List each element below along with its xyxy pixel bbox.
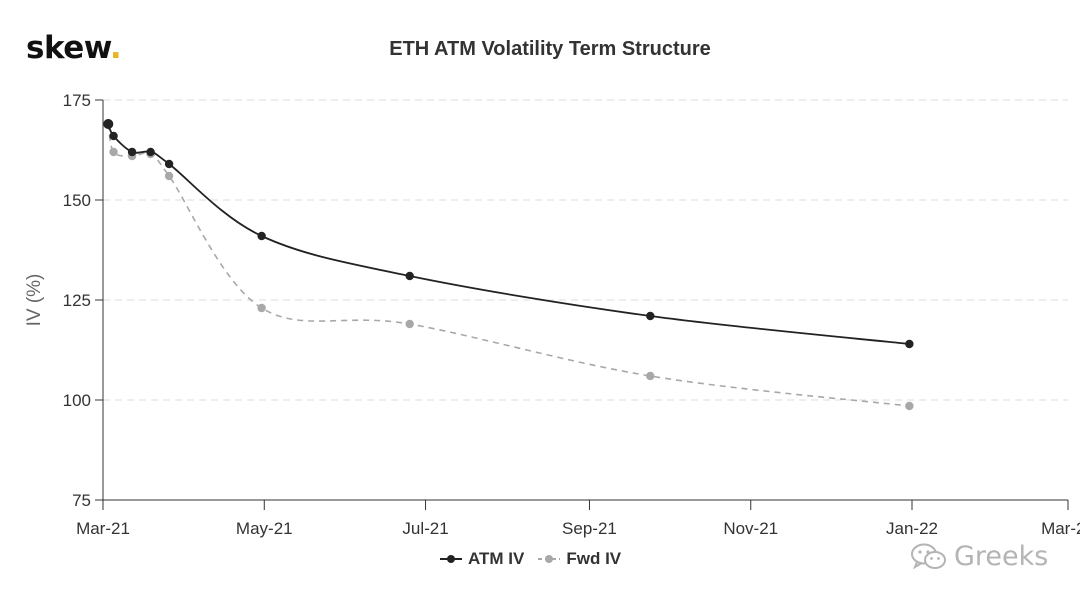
x-tick-label-May-21: May-21 — [236, 519, 293, 538]
legend-label-fwd-iv: Fwd IV — [566, 549, 622, 568]
y-tick-label-175: 175 — [63, 91, 91, 110]
point-atm-iv-1 — [109, 131, 118, 141]
chart-title: ETH ATM Volatility Term Structure — [389, 38, 711, 60]
point-fwd-iv-8 — [905, 401, 914, 411]
y-axis-label: IV (%) — [24, 274, 45, 327]
point-atm-iv-5 — [257, 231, 266, 241]
x-tick-label-Jan-22: Jan-22 — [886, 519, 938, 538]
y-tick-label-75: 75 — [72, 491, 91, 510]
y-tick-label-100: 100 — [63, 391, 91, 410]
point-fwd-iv-5 — [257, 303, 266, 313]
point-fwd-iv-1 — [109, 147, 118, 157]
x-tick-label-Jul-21: Jul-21 — [402, 519, 448, 538]
brand-name: skew — [26, 30, 110, 66]
point-atm-iv-3 — [146, 147, 155, 157]
point-atm-iv-0 — [103, 119, 114, 129]
point-fwd-iv-7 — [646, 371, 655, 381]
gridlines — [103, 99, 1068, 401]
point-atm-iv-8 — [905, 339, 914, 349]
series-line-fwd-iv — [107, 123, 910, 407]
legend-item-fwd-iv[interactable]: Fwd IV — [538, 549, 621, 569]
legend-label-atm-iv: ATM IV — [468, 549, 525, 568]
legend: ATM IV Fwd IV — [440, 549, 621, 569]
x-tick-label-Mar-22: Mar-22 — [1041, 519, 1080, 538]
point-atm-iv-7 — [646, 311, 655, 321]
point-atm-iv-4 — [164, 159, 174, 169]
point-fwd-iv-4 — [164, 171, 174, 181]
point-atm-iv-2 — [127, 147, 137, 157]
brand-logo: skew. — [26, 30, 122, 66]
axes: 75 100 125 150 175 Mar-21 May-21 Jul-21 Sep-21 No… — [24, 91, 1080, 538]
y-tick-label-125: 125 — [63, 291, 91, 310]
point-fwd-iv-6 — [405, 319, 414, 329]
point-atm-iv-6 — [405, 271, 414, 281]
legend-swatch-atm-iv — [440, 555, 462, 563]
brand-logo-dot: . — [109, 30, 122, 66]
x-tick-label-Sep-21: Sep-21 — [562, 519, 617, 538]
series-line-atm-iv — [107, 123, 910, 345]
y-tick-label-150: 150 — [63, 191, 91, 210]
legend-swatch-fwd-iv — [538, 555, 561, 563]
watermark-text: Greeks — [954, 541, 1049, 572]
watermark: Greeks — [910, 541, 1048, 572]
x-tick-label-Mar-21: Mar-21 — [76, 519, 130, 538]
legend-item-atm-iv[interactable]: ATM IV — [440, 549, 524, 569]
x-tick-label-Nov-21: Nov-21 — [723, 519, 778, 538]
series-layer — [103, 119, 914, 411]
wechat-icon — [911, 543, 946, 569]
